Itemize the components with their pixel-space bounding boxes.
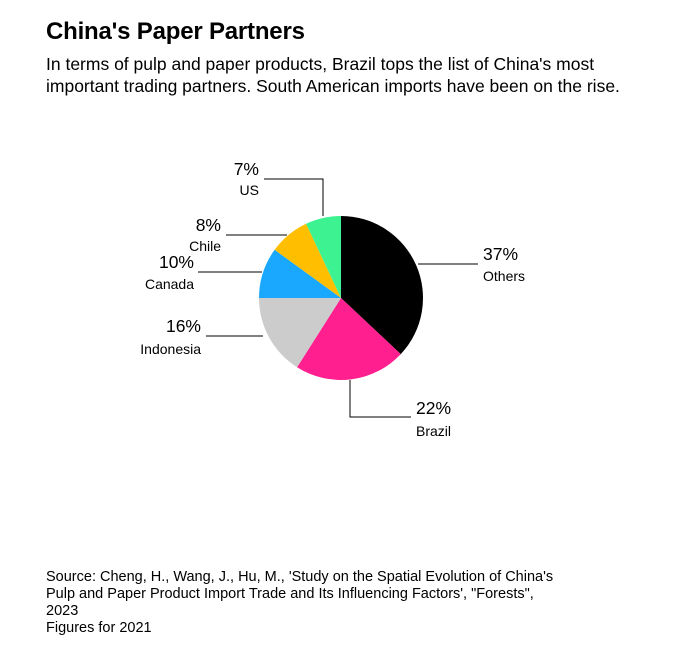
slice-label-brazil-pct: 22% bbox=[416, 398, 451, 418]
pie-slice-others bbox=[341, 216, 424, 355]
slice-label-canada-pct: 10% bbox=[159, 252, 194, 272]
pie-slice-canada bbox=[259, 249, 341, 298]
chart-subtitle: In terms of pulp and paper products, Bra… bbox=[46, 54, 620, 96]
slice-label-others: Others bbox=[483, 268, 525, 284]
slice-label-us: US bbox=[240, 182, 259, 198]
source-note: Source: Cheng, H., Wang, J., Hu, M., 'St… bbox=[46, 569, 646, 637]
pie-chart: 37% Others 22% Brazil 16% Indonesia 10% … bbox=[140, 159, 525, 439]
pie-slice-brazil bbox=[297, 298, 401, 380]
chart-title: China's Paper Partners bbox=[46, 18, 305, 45]
pie-slice-us bbox=[306, 216, 341, 298]
pie-slice-chile bbox=[274, 223, 341, 298]
figures-note: Figures for 2021 bbox=[46, 620, 152, 636]
source-line-2: Pulp and Paper Product Import Trade and … bbox=[46, 586, 534, 602]
source-line-3: 2023 bbox=[46, 603, 79, 619]
slice-label-brazil: Brazil bbox=[416, 423, 451, 439]
slice-label-canada: Canada bbox=[145, 276, 194, 292]
source-line-1: Source: Cheng, H., Wang, J., Hu, M., 'St… bbox=[46, 569, 554, 585]
slice-label-chile: Chile bbox=[189, 238, 221, 254]
slice-label-indonesia: Indonesia bbox=[140, 341, 201, 357]
slice-label-indonesia-pct: 16% bbox=[166, 316, 201, 336]
leader-line-brazil bbox=[349, 380, 411, 418]
slice-label-chile-pct: 8% bbox=[196, 215, 221, 235]
leader-line-us bbox=[264, 178, 324, 216]
slice-label-us-pct: 7% bbox=[234, 159, 259, 179]
slice-label-others-pct: 37% bbox=[483, 244, 518, 264]
pie-slice-indonesia bbox=[259, 298, 341, 368]
